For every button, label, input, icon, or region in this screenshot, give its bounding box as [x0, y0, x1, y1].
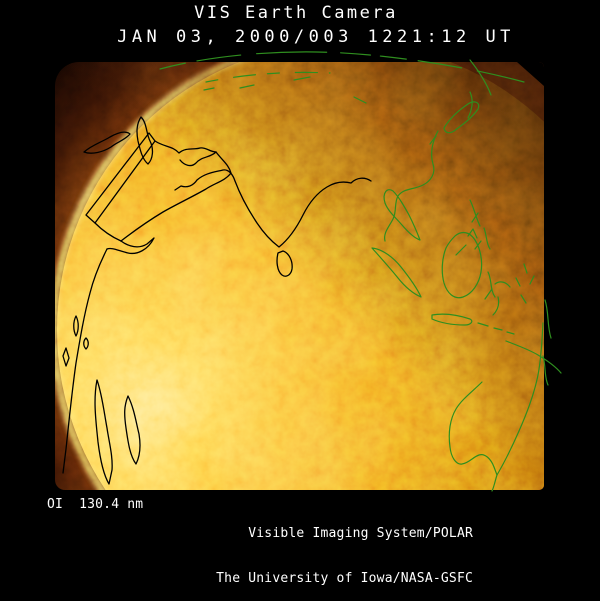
- vis-earth-camera-page: { "header": { "title": "VIS Earth Camera…: [47, 3, 562, 586]
- page-title: VIS Earth Camera: [194, 3, 398, 23]
- timestamp: JAN 03, 2000/003 1221:12 UT: [117, 27, 515, 47]
- wavelength-label: OI 130.4 nm: [47, 497, 144, 512]
- credit-line-2: The University of Iowa/NASA-GSFC: [216, 571, 473, 586]
- credit-line-1: Visible Imaging System/POLAR: [248, 526, 473, 541]
- noise-overlay-coarse: [55, 62, 544, 490]
- earth-camera-image: [55, 62, 544, 490]
- credit-block: Visible Imaging System/POLAR The Univers…: [216, 496, 473, 601]
